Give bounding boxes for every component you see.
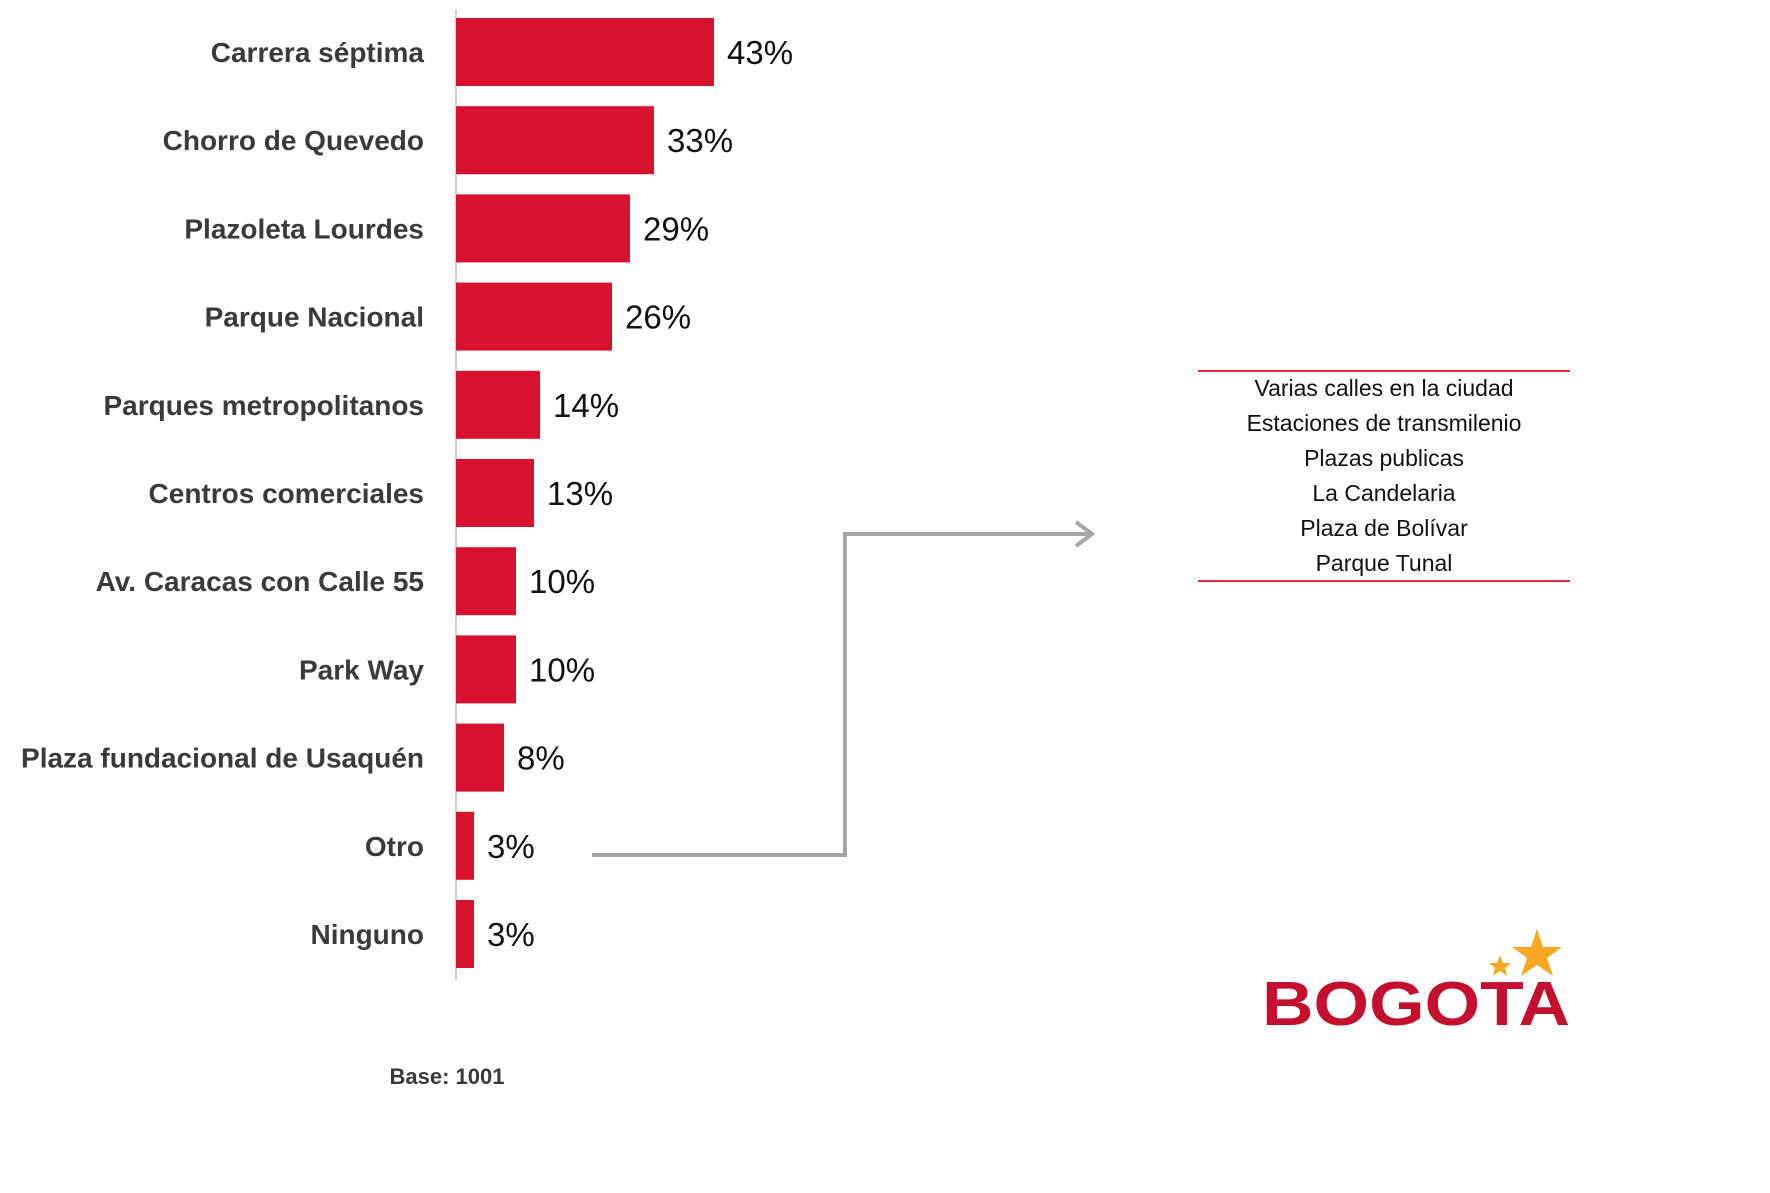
bar xyxy=(456,18,714,86)
category-label: Carrera séptima xyxy=(211,37,425,68)
bar xyxy=(456,547,516,616)
value-label: 3% xyxy=(487,916,535,953)
category-label: Ninguno xyxy=(310,919,424,950)
value-label: 8% xyxy=(517,740,565,777)
other-breakdown-item: Varias calles en la ciudad xyxy=(1254,375,1514,401)
category-label: Park Way xyxy=(299,654,424,685)
value-label: 13% xyxy=(547,475,613,512)
category-label: Plazoleta Lourdes xyxy=(184,213,424,244)
bar xyxy=(456,282,612,351)
base-note: Base: 1001 xyxy=(390,1064,505,1089)
category-label: Centros comerciales xyxy=(149,478,424,509)
value-label: 10% xyxy=(529,651,595,688)
value-label: 3% xyxy=(487,828,535,865)
other-breakdown-box: Varias calles en la ciudad Estaciones de … xyxy=(1198,370,1570,582)
category-label: Otro xyxy=(365,831,424,862)
bars-layer: Carrera séptima 43% Chorro de Quevedo 33% Pl… xyxy=(21,18,793,968)
value-label: 26% xyxy=(625,299,691,336)
value-label: 43% xyxy=(727,34,793,71)
other-breakdown-item: Plazas publicas xyxy=(1304,445,1464,471)
value-label: 29% xyxy=(643,210,709,247)
value-label: 14% xyxy=(553,387,619,424)
category-label: Chorro de Quevedo xyxy=(163,125,424,156)
other-breakdown-item: Plaza de Bolívar xyxy=(1300,515,1468,541)
value-label: 33% xyxy=(667,122,733,159)
logo-wordmark: BOGOTA xyxy=(1262,970,1570,1035)
bar xyxy=(456,370,540,439)
other-callout-arrow xyxy=(592,520,1096,857)
category-label: Parque Nacional xyxy=(205,302,424,333)
bogota-logo: BOGOTA xyxy=(1262,929,1570,1035)
bar xyxy=(456,811,474,880)
value-label: 10% xyxy=(529,563,595,600)
bar xyxy=(456,635,516,704)
category-label: Plaza fundacional de Usaquén xyxy=(21,743,424,774)
bar xyxy=(456,459,534,527)
bar xyxy=(456,106,654,175)
star-icon xyxy=(1489,929,1562,976)
bar xyxy=(456,723,504,792)
category-label: Av. Caracas con Calle 55 xyxy=(96,566,424,597)
category-label: Parques metropolitanos xyxy=(103,390,424,421)
bar xyxy=(456,900,474,968)
other-breakdown-item: Estaciones de transmilenio xyxy=(1246,410,1522,436)
other-breakdown-item: Parque Tunal xyxy=(1315,550,1453,576)
bar xyxy=(456,194,630,263)
other-breakdown-item: La Candelaria xyxy=(1312,480,1456,506)
